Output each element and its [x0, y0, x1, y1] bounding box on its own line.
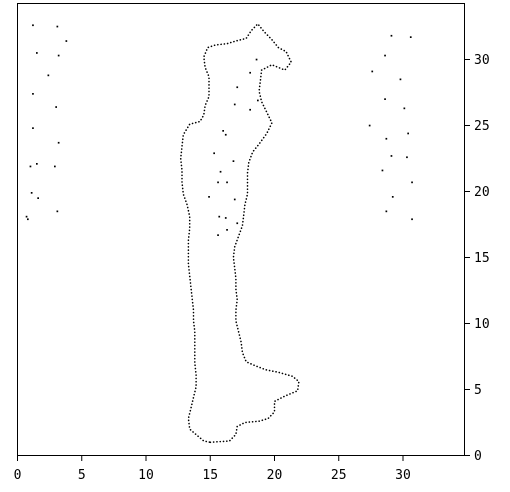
data-point	[218, 215, 221, 218]
data-point	[384, 98, 386, 100]
data-point	[381, 169, 384, 172]
y-tick-label: 20	[474, 185, 490, 200]
data-point	[213, 152, 215, 155]
data-point	[55, 106, 57, 108]
data-point	[224, 217, 227, 219]
data-point	[249, 71, 251, 74]
data-point	[224, 133, 227, 136]
data-point	[403, 107, 406, 110]
data-point	[411, 218, 413, 221]
data-point	[217, 181, 219, 184]
x-tick-label: 0	[14, 468, 22, 483]
data-point	[47, 74, 50, 77]
x-tick-label: 10	[138, 468, 154, 483]
y-tick-label: 30	[474, 53, 490, 68]
data-point	[57, 141, 60, 144]
data-point	[385, 210, 388, 213]
data-point	[368, 124, 371, 127]
data-point	[65, 40, 68, 42]
data-point	[32, 127, 34, 129]
y-tick-label: 25	[474, 119, 490, 134]
data-point	[371, 70, 374, 73]
data-point	[390, 155, 393, 157]
x-tick-label: 5	[78, 468, 86, 483]
data-point	[32, 24, 34, 27]
data-point	[232, 160, 235, 162]
data-point	[56, 210, 59, 213]
data-point	[37, 197, 39, 199]
series-layer	[25, 22, 413, 444]
y-axis: 0 5 10 15 20 25 30	[464, 53, 490, 464]
y-tick-label: 0	[474, 449, 482, 464]
y-tick-label: 10	[474, 317, 490, 332]
data-point	[25, 215, 28, 218]
data-point	[409, 36, 412, 38]
data-point	[249, 108, 251, 111]
data-point	[391, 196, 394, 198]
data-point	[29, 165, 32, 168]
plot-frame	[17, 3, 465, 456]
data-point	[236, 86, 239, 89]
x-axis: 0 5 10 15 20 25 30	[14, 455, 411, 483]
data-point	[217, 234, 219, 236]
x-tick-label: 15	[202, 468, 218, 483]
data-point	[233, 198, 236, 201]
data-point	[384, 54, 386, 57]
data-point	[255, 58, 258, 61]
data-point	[390, 34, 393, 37]
y-tick-label: 5	[474, 383, 482, 398]
data-point	[30, 192, 33, 194]
data-point	[236, 222, 239, 225]
data-point	[226, 181, 228, 184]
data-point	[57, 54, 60, 57]
data-point	[406, 156, 408, 159]
series-outline	[179, 22, 300, 444]
data-point	[36, 163, 38, 165]
data-point	[222, 130, 224, 132]
data-point	[27, 218, 29, 221]
data-point	[32, 93, 34, 95]
data-point	[54, 165, 56, 168]
data-point	[399, 78, 402, 81]
x-tick-label: 20	[267, 468, 283, 483]
data-point	[411, 181, 413, 184]
y-tick-label: 15	[474, 251, 490, 266]
data-point	[219, 170, 222, 173]
data-point	[56, 25, 59, 28]
data-point	[385, 137, 388, 140]
data-point	[257, 99, 259, 102]
data-point	[407, 132, 409, 135]
data-point	[36, 52, 38, 54]
data-point	[233, 103, 236, 106]
data-point	[208, 196, 210, 198]
x-tick-label: 25	[331, 468, 347, 483]
x-tick-label: 30	[395, 468, 411, 483]
data-point	[226, 229, 228, 231]
